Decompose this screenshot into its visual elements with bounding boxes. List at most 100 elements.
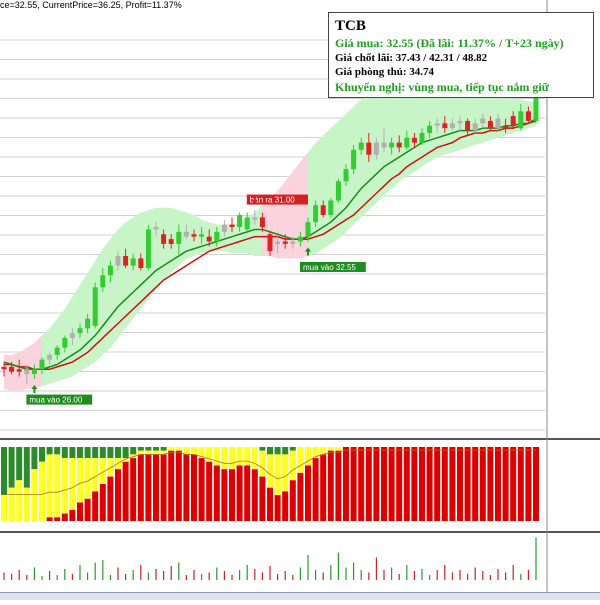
indicator-yellow-bar [175, 447, 182, 451]
buy-signal-label: mua vào 26.00 [29, 396, 82, 405]
indicator-red-bar [327, 450, 334, 521]
indicator-red-bar [441, 447, 448, 521]
indicator-green-bar [77, 447, 83, 459]
indicator-red-bar [213, 465, 220, 521]
indicator-yellow-bar [327, 447, 334, 451]
candle-body [145, 229, 151, 269]
indicator-yellow-bar [206, 447, 213, 462]
candle-body [427, 125, 433, 133]
indicator-red-bar [533, 447, 539, 521]
indicator-red-bar [122, 461, 129, 521]
indicator-red-bar [464, 447, 471, 521]
indicator-yellow-bar [259, 450, 266, 477]
indicator-red-bar [61, 513, 68, 521]
indicator-green-bar [289, 447, 296, 451]
indicator-green-bar [137, 447, 144, 451]
indicator-red-bar [487, 447, 494, 521]
buy-signal-tag [300, 261, 366, 272]
candle-body [54, 347, 60, 355]
indicator-yellow-bar [39, 461, 45, 521]
indicator-red-bar [244, 465, 251, 521]
candle-body [411, 137, 417, 143]
indicator-red-bar [411, 447, 418, 521]
indicator-yellow-bar [305, 447, 311, 466]
indicator-red-bar [373, 447, 380, 521]
indicator-yellow-bar [23, 487, 30, 521]
candle-body [495, 118, 501, 129]
indicator-red-bar [267, 487, 273, 521]
candle-body [510, 116, 516, 126]
indicator-green-bar [115, 447, 121, 459]
indicator-green-bar [259, 447, 266, 451]
indicator-yellow-bar [251, 447, 258, 470]
indicator-red-bar [365, 447, 372, 521]
indicator-yellow-bar [274, 454, 281, 496]
band-zone-sell [262, 152, 308, 259]
indicator-yellow-bar [335, 447, 342, 451]
indicator-red-bar [206, 461, 213, 521]
indicator-red-bar [335, 450, 342, 521]
candle-body [191, 234, 197, 237]
indicator-red-bar [289, 480, 296, 521]
indicator-green-bar [274, 447, 281, 455]
indicator-green-bar [282, 447, 289, 455]
indicator-yellow-bar [229, 447, 235, 470]
indicator-yellow-bar [168, 447, 175, 451]
candlesticks [1, 87, 539, 384]
candle-body [472, 123, 478, 131]
indicator-red-bar [426, 447, 433, 521]
indicator-yellow-bar [54, 454, 61, 518]
indicator-red-bar [145, 454, 152, 521]
candle-body [168, 239, 174, 244]
volume-panel [3, 537, 537, 580]
candle-body [396, 142, 402, 148]
indicator-red-bar [130, 458, 137, 521]
indicator-green-bar [54, 447, 61, 455]
candle-body [335, 181, 341, 201]
indicator-red-bar [479, 447, 486, 521]
candle-body [358, 142, 364, 150]
band-zone-buy [42, 205, 263, 387]
candle-body [69, 333, 75, 338]
candle-body [305, 222, 311, 237]
candle-body [434, 123, 440, 126]
indicator-red-bar [381, 447, 387, 521]
candle-body [206, 236, 212, 242]
candle-body [24, 369, 30, 375]
candle-body [92, 287, 98, 326]
candle-body [221, 224, 227, 232]
candle-body [77, 328, 83, 334]
indicator-red-bar [175, 450, 182, 521]
indicator-green-bar [122, 447, 129, 459]
candle-body [259, 217, 265, 228]
indicator-yellow-bar [77, 458, 83, 503]
indicator-green-bar [8, 447, 15, 488]
candle-body [153, 227, 159, 230]
grid-lines [0, 39, 545, 431]
indicator-yellow-bar [160, 450, 167, 455]
candle-body [107, 265, 113, 276]
stop-price-line: Giá phòng thủ: 34.74 [335, 66, 435, 78]
indicator-red-bar [229, 469, 235, 521]
candle-body [282, 241, 288, 244]
indicator-red-bar [183, 454, 190, 521]
indicator-yellow-bar [221, 447, 228, 470]
candle-body [404, 137, 410, 148]
indicator-green-bar [39, 447, 45, 462]
candle-body [85, 318, 91, 329]
indicator-red-bar [274, 495, 281, 521]
candle-body [9, 366, 15, 372]
indicator-green-bar [16, 447, 23, 481]
indicator-yellow-bar [244, 447, 251, 466]
indicator-yellow-bar [191, 447, 197, 455]
indicator-red-bar [282, 491, 289, 521]
candle-body [214, 231, 220, 242]
panel-divider [0, 531, 600, 533]
indicator-red-bar [236, 465, 243, 521]
indicator-green-bar [153, 447, 159, 451]
indicator-red-bar [343, 447, 349, 521]
candle-body [252, 217, 258, 220]
indicator-yellow-bar [153, 450, 159, 455]
